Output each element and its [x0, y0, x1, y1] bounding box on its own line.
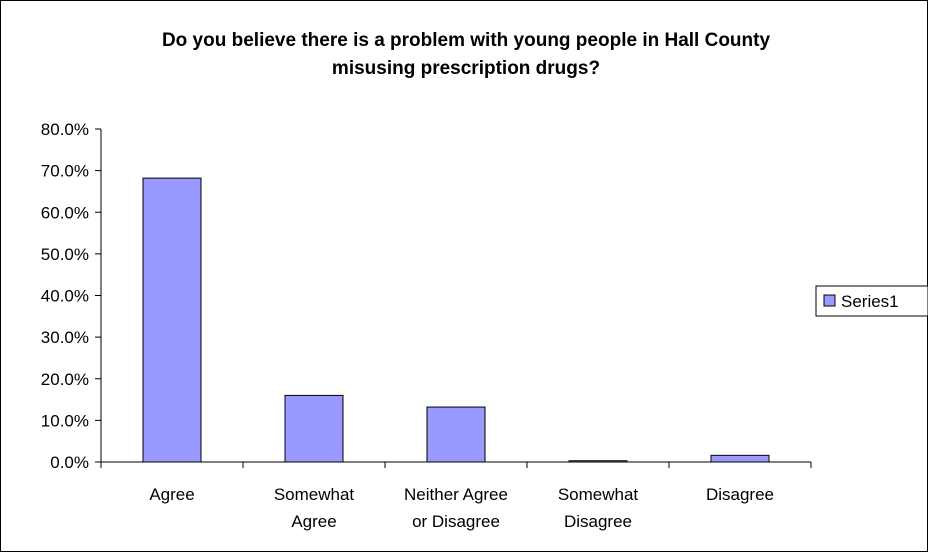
y-tick-label: 0.0%	[50, 453, 89, 472]
y-axis: 0.0% 10.0% 20.0% 30.0% 40.0% 50.0% 60.0% 70.0% 8…	[41, 120, 102, 472]
y-tick-label: 70.0%	[41, 162, 89, 181]
y-tick-label: 20.0%	[41, 370, 89, 389]
category-label: Somewhat Agree	[274, 485, 355, 531]
bar	[142, 177, 202, 463]
y-tick-label: 50.0%	[41, 245, 89, 264]
category-label: Somewhat Disagree	[558, 485, 639, 531]
y-tick-label: 60.0%	[41, 203, 89, 222]
chart-title-line-2: misusing prescription drugs?	[332, 58, 600, 79]
y-tick-label: 10.0%	[41, 411, 89, 430]
chart-title-line-1: Do you believe there is a problem with y…	[162, 30, 771, 51]
category-label: Neither Agree or Disagree	[404, 485, 508, 531]
y-tick-label: 30.0%	[41, 328, 89, 347]
y-tick-label: 80.0%	[41, 120, 89, 139]
bar	[710, 454, 770, 463]
legend-label: Series1	[841, 292, 899, 311]
category-label: Disagree	[706, 485, 774, 504]
bar	[568, 460, 628, 463]
y-tick-label: 40.0%	[41, 287, 89, 306]
category-label: Agree	[149, 485, 194, 504]
bar	[426, 406, 486, 463]
bars	[142, 177, 770, 463]
legend-swatch	[823, 294, 836, 307]
category-labels: Agree Somewhat Agree Neither Agree or Disagr…	[149, 485, 774, 531]
legend: Series1	[815, 285, 928, 317]
bar	[284, 394, 344, 463]
x-axis	[100, 461, 812, 468]
